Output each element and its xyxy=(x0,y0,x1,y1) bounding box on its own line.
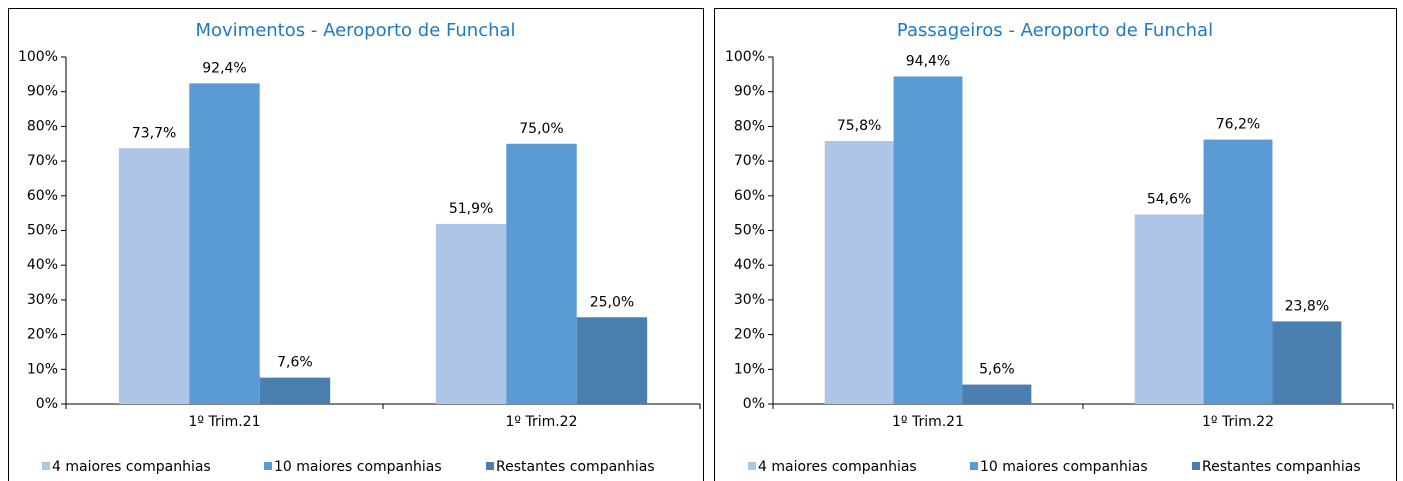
y-tick-label: 50% xyxy=(734,223,765,239)
value-label: 5,6% xyxy=(979,362,1015,378)
y-tick-label: 90% xyxy=(27,84,58,100)
value-label: 7,6% xyxy=(277,355,313,371)
y-tick-label: 0% xyxy=(743,396,765,412)
legend-swatch xyxy=(42,462,50,470)
value-label: 23,8% xyxy=(1285,298,1329,314)
legend-label: Restantes companhias xyxy=(496,459,655,475)
bar xyxy=(824,140,894,404)
value-label: 25,0% xyxy=(590,294,634,310)
x-tick-label: 1º Trim.22 xyxy=(1202,414,1274,430)
chart-title: Passageiros - Aeroporto de Funchal xyxy=(897,20,1213,41)
y-tick-label: 40% xyxy=(27,257,58,273)
chart-title: Movimentos - Aeroporto de Funchal xyxy=(195,20,515,41)
bar xyxy=(962,384,1032,404)
legend-swatch xyxy=(486,462,494,470)
legend-label: 4 maiores companhias xyxy=(52,459,211,475)
bar xyxy=(435,223,507,404)
bar xyxy=(506,143,577,404)
x-tick-label: 1º Trim.21 xyxy=(189,414,261,430)
y-tick-label: 60% xyxy=(27,188,58,204)
bar xyxy=(189,83,260,404)
bar xyxy=(1203,139,1273,404)
panel-border xyxy=(8,8,704,481)
legend-label: 10 maiores companhias xyxy=(980,459,1148,475)
y-tick-label: 30% xyxy=(27,292,58,308)
y-tick-label: 10% xyxy=(27,361,58,377)
y-tick-label: 20% xyxy=(27,327,58,343)
y-tick-label: 90% xyxy=(734,84,765,100)
legend-label: 4 maiores companhias xyxy=(758,459,917,475)
legend-label: 10 maiores companhias xyxy=(274,459,442,475)
x-tick-label: 1º Trim.21 xyxy=(892,414,964,430)
panel-border xyxy=(714,8,1397,481)
y-tick-label: 100% xyxy=(18,49,58,65)
value-label: 54,6% xyxy=(1147,192,1191,208)
y-tick-label: 80% xyxy=(27,118,58,134)
y-tick-label: 20% xyxy=(734,327,765,343)
x-tick-label: 1º Trim.22 xyxy=(506,414,578,430)
y-tick-label: 30% xyxy=(734,292,765,308)
y-tick-label: 60% xyxy=(734,188,765,204)
value-label: 75,0% xyxy=(519,121,563,137)
legend-swatch xyxy=(748,462,756,470)
y-tick-label: 70% xyxy=(27,153,58,169)
value-label: 73,7% xyxy=(132,125,176,141)
value-label: 75,8% xyxy=(837,118,881,134)
legend-swatch xyxy=(970,462,978,470)
value-label: 92,4% xyxy=(202,60,246,76)
y-tick-label: 0% xyxy=(36,396,58,412)
value-label: 51,9% xyxy=(449,201,493,217)
y-tick-label: 70% xyxy=(734,153,765,169)
bar xyxy=(1272,321,1342,404)
legend-swatch xyxy=(1192,462,1200,470)
bar xyxy=(576,317,648,404)
legend-label: Restantes companhias xyxy=(1202,459,1361,475)
bar xyxy=(118,148,190,404)
y-tick-label: 40% xyxy=(734,257,765,273)
y-tick-label: 80% xyxy=(734,118,765,134)
y-tick-label: 50% xyxy=(27,223,58,239)
legend-swatch xyxy=(264,462,272,470)
y-tick-label: 10% xyxy=(734,361,765,377)
y-tick-label: 100% xyxy=(725,49,765,65)
bar xyxy=(893,76,963,404)
bar xyxy=(259,377,331,404)
value-label: 76,2% xyxy=(1216,117,1260,133)
bar xyxy=(1134,214,1204,404)
value-label: 94,4% xyxy=(906,53,950,69)
